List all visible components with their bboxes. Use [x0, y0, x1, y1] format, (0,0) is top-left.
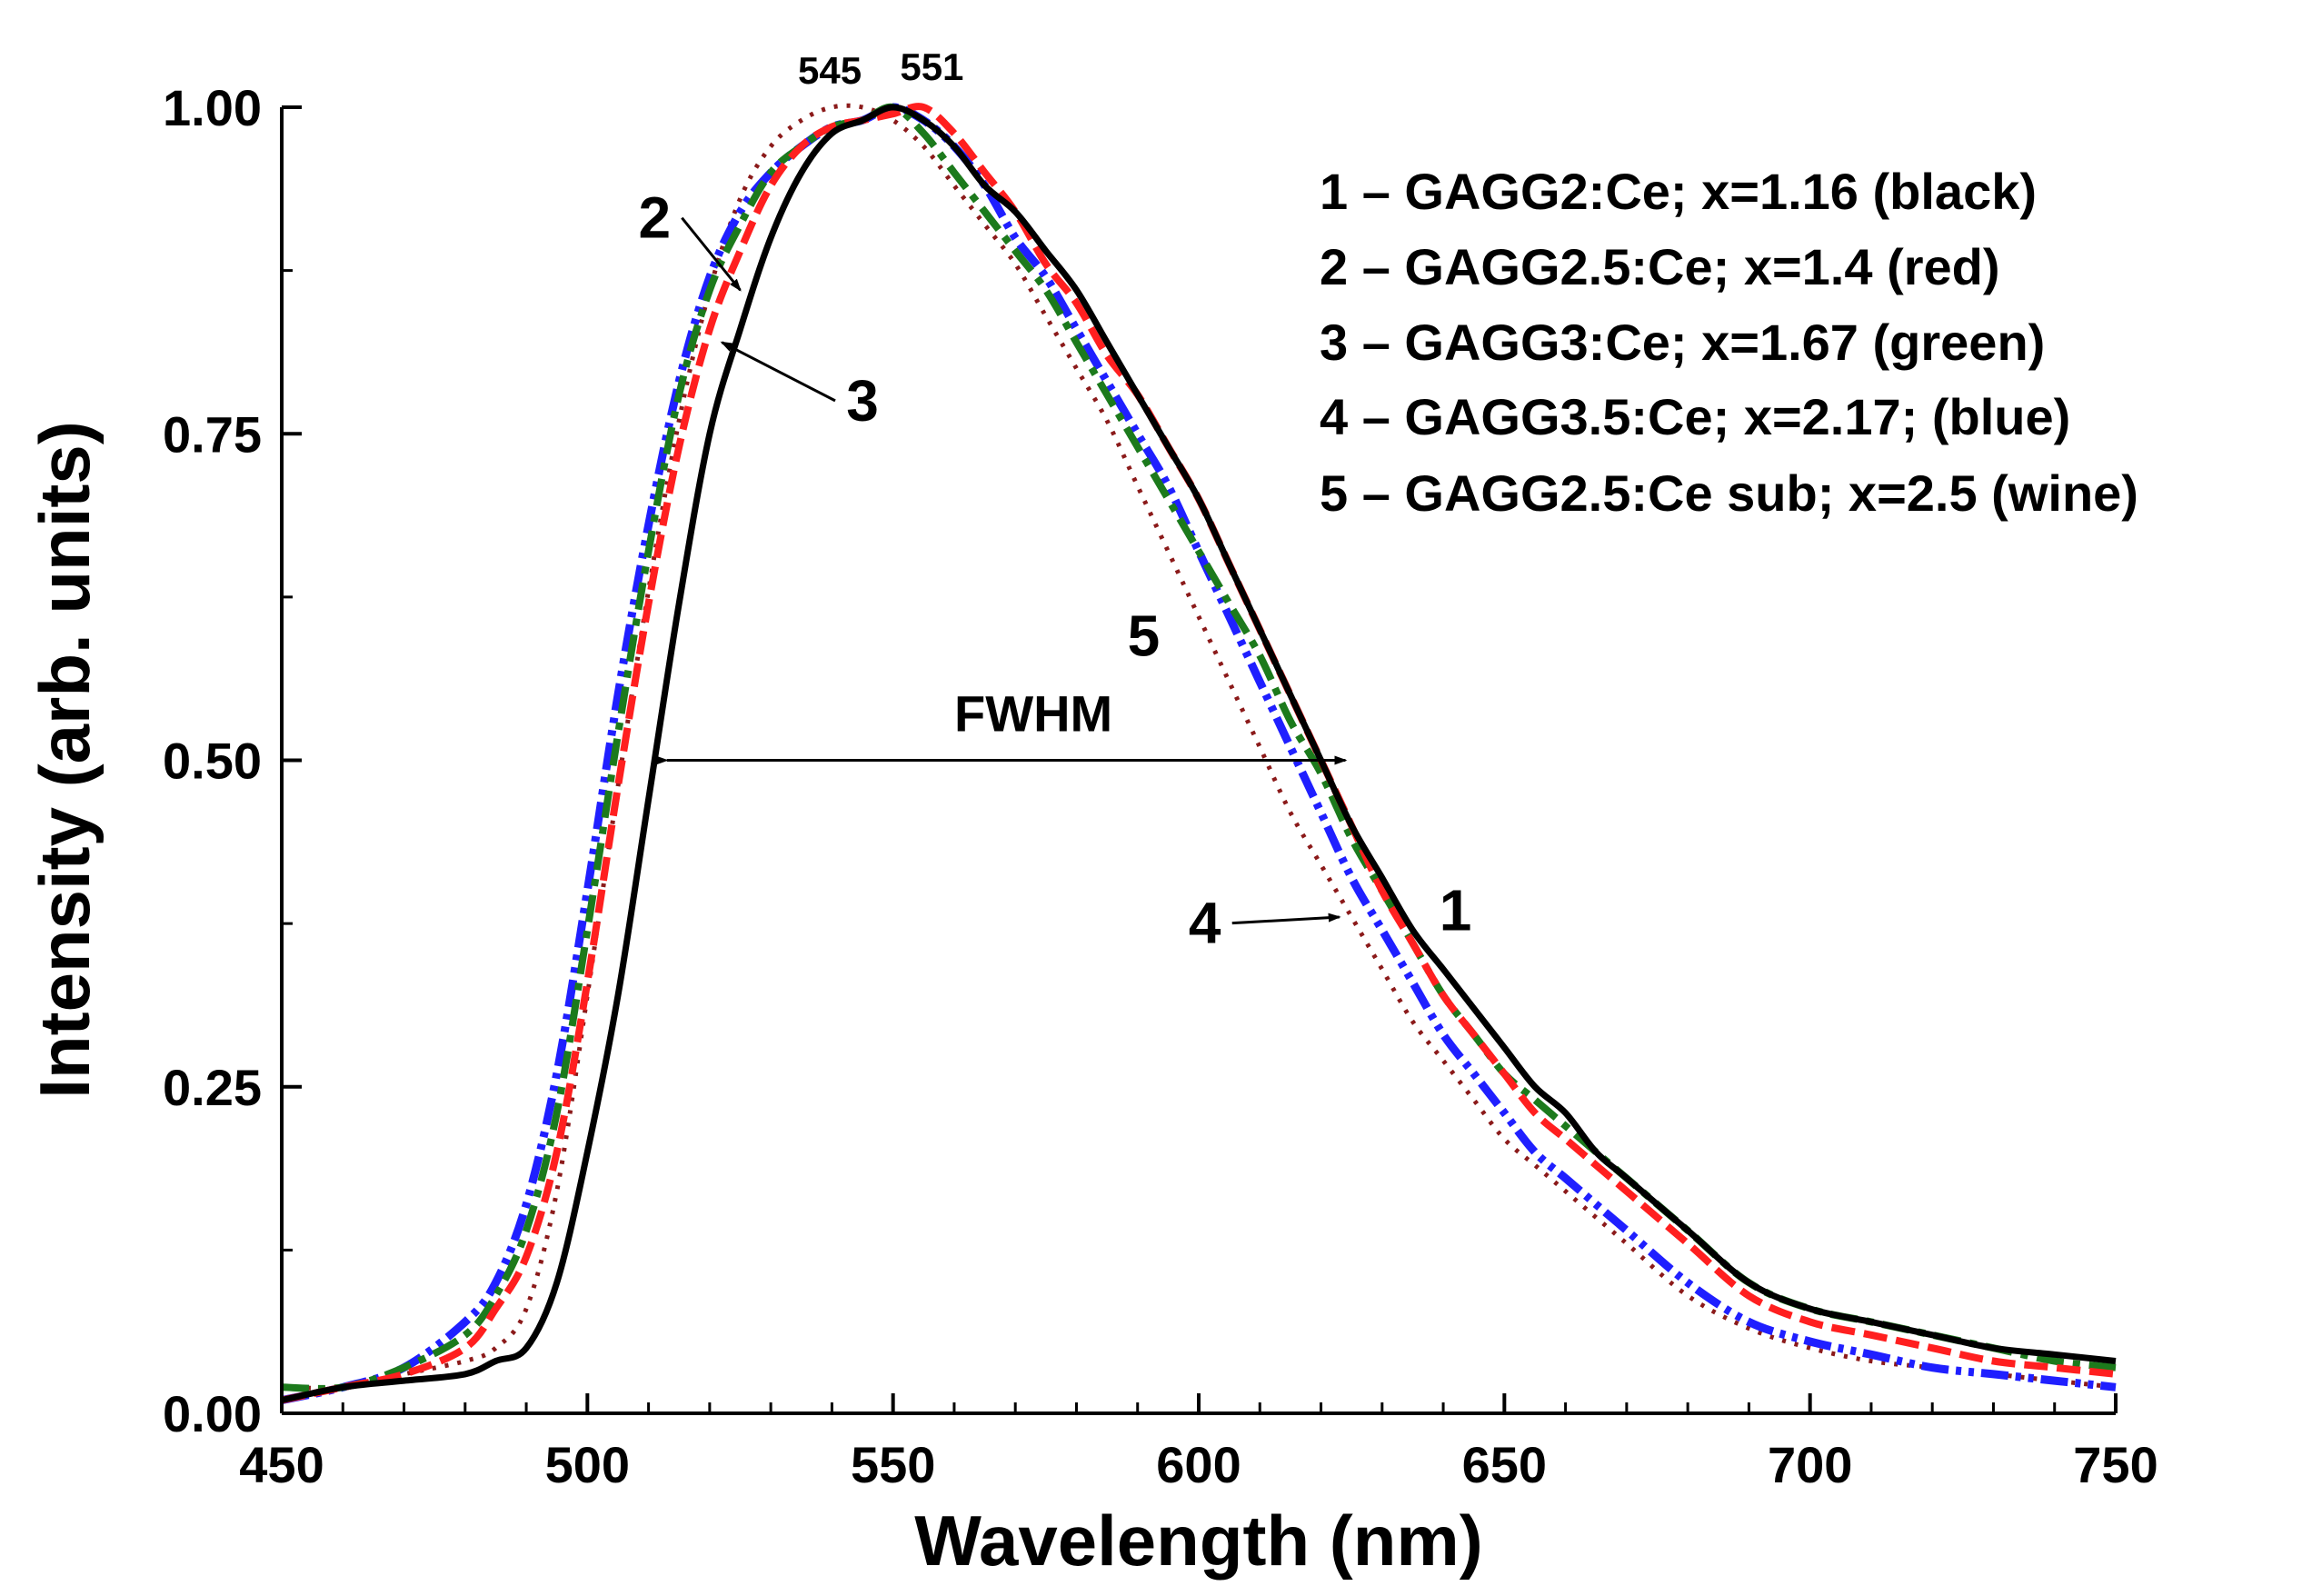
curve-number-5: 5	[1128, 603, 1161, 669]
y-tick-label: 0.50	[163, 733, 262, 790]
peak-label-545: 545	[798, 49, 862, 92]
curve-number-labels: 2 3 5 4 1	[639, 185, 1472, 956]
series-curve-5	[281, 103, 2117, 1391]
fwhm-label: FWHM	[954, 685, 1112, 743]
y-tick-label: 0.00	[163, 1385, 262, 1442]
curve-pointer-arrow-4	[1231, 913, 1341, 925]
legend-entry-5: 5 – GAGG2.5:Ce sub; x=2.5 (wine)	[1320, 464, 2138, 522]
series-curve-4	[281, 103, 2117, 1405]
curve-number-4: 4	[1189, 891, 1221, 956]
curve-pointer-arrow-2	[681, 216, 742, 292]
x-tick-label: 600	[1156, 1436, 1241, 1493]
x-tick-label: 550	[851, 1436, 935, 1493]
legend: 1 – GAGG2:Ce; x=1.16 (black) 2 – GAGG2.5…	[1320, 163, 2138, 522]
legend-entry-4: 4 – GAGG3.5:Ce; x=2.17; (blue)	[1320, 388, 2070, 445]
legend-entry-2: 2 – GAGG2.5:Ce; x=1.4 (red)	[1320, 238, 2000, 295]
legend-entry-3: 3 – GAGG3:Ce; x=1.67 (green)	[1320, 314, 2045, 371]
y-tick-label: 0.25	[163, 1059, 262, 1116]
legend-entry-1: 1 – GAGG2:Ce; x=1.16 (black)	[1320, 163, 2037, 220]
series-curve-2	[281, 103, 2117, 1404]
series-curve-1	[281, 104, 2117, 1404]
curve-pointer-arrow-3	[720, 341, 836, 403]
x-tick-label: 450	[239, 1436, 324, 1493]
annotations: FWHM 545 551 2 3 5 4 1	[639, 45, 1472, 956]
x-tick-label: 750	[2073, 1436, 2158, 1493]
x-tick-label: 500	[545, 1436, 630, 1493]
series-curve-3	[281, 103, 2117, 1392]
y-tick-label: 1.00	[163, 79, 262, 136]
curve-number-1: 1	[1440, 877, 1472, 943]
curve-number-3: 3	[846, 368, 879, 434]
spectra-curves	[281, 103, 2117, 1405]
peak-label-551: 551	[900, 45, 963, 88]
x-tick-label: 700	[1768, 1436, 1852, 1493]
curve-number-2: 2	[639, 185, 672, 251]
y-axis-title: Intensity (arb. units)	[25, 421, 105, 1098]
x-axis-ticks: 450 500 550 600 650 700 750	[239, 1393, 2158, 1493]
x-axis-title: Wavelength (nm)	[914, 1501, 1482, 1581]
y-axis-ticks: 0.00 0.25 0.50 0.75 1.00	[163, 79, 302, 1442]
x-tick-label: 650	[1462, 1436, 1547, 1493]
y-tick-label: 0.75	[163, 405, 262, 463]
